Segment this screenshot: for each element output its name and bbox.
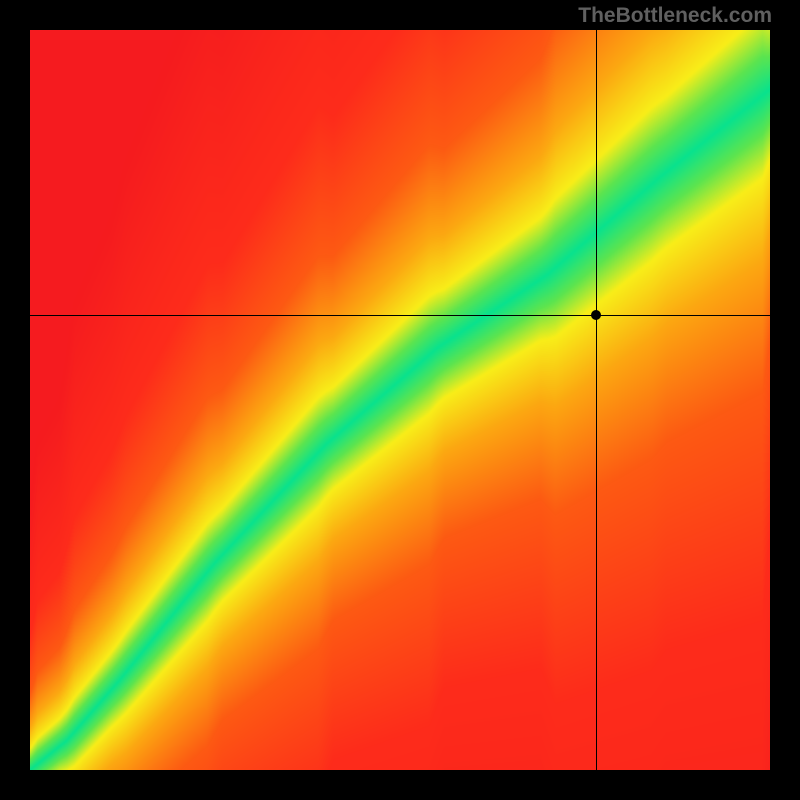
heatmap-canvas [30, 30, 770, 770]
crosshair-horizontal [30, 315, 770, 316]
heatmap-plot [30, 30, 770, 770]
watermark-text: TheBottleneck.com [578, 4, 772, 28]
crosshair-marker [591, 310, 601, 320]
crosshair-vertical [596, 30, 597, 770]
